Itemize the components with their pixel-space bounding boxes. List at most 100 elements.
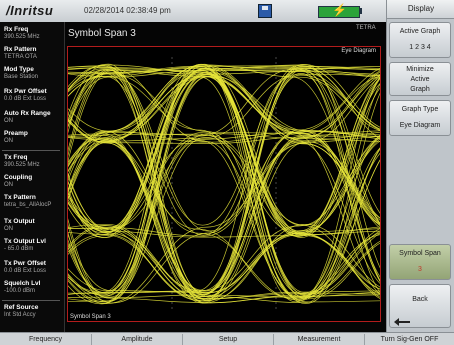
eye-trace [68,138,380,299]
active-graph-value: 1 2 3 4 [409,44,431,51]
param-value: 390.525 MHz [4,162,40,168]
symbol-span-label: Symbol Span [399,250,441,257]
eye-diagram-traces [68,57,380,311]
param-value: TETRA OTA [4,54,37,60]
param-value: ON [4,182,13,188]
param-label: Coupling [4,174,33,181]
eye-trace [68,66,380,232]
eye-trace [68,69,380,232]
active-graph-softkey[interactable]: Active Graph 1 2 3 4 [389,22,451,58]
eye-trace [68,75,380,201]
param-tx-output: Tx Output ON [4,218,64,233]
param-tx-pwr-offset: Tx Pwr Offset 0.0 dB Ext Loss [4,260,64,275]
param-value: -100.0 dBm [4,288,36,294]
param-label: Tx Freq [4,154,28,161]
brand-logo: /Inritsu [6,3,54,18]
eye-trace [68,142,380,237]
eye-trace [68,72,380,295]
eye-trace [68,76,380,299]
param-value: Base Station [4,74,39,80]
param-value: Int Std Accy [4,312,36,318]
back-arrow-icon [394,318,410,326]
eye-trace [68,65,380,300]
symbol-span-softkey[interactable]: Symbol Span 3 [389,244,451,280]
standard-label: TETRA [356,25,376,31]
minimize-line1: Minimize [406,66,434,73]
eye-trace [68,68,380,255]
param-squelch-lvl: Squelch Lvl -100.0 dBm [4,280,64,295]
eye-trace [68,66,380,236]
eye-trace [68,139,380,298]
param-label: Rx Freq [4,26,29,33]
param-value: tetra_bs_AllAlocP [4,202,52,208]
eye-trace [68,73,380,304]
eye-trace [68,132,380,294]
frequency-button[interactable]: Frequency [28,336,63,343]
back-softkey[interactable]: Back [389,284,451,328]
eye-trace [68,140,380,302]
plot-footer-label: Symbol Span 3 [70,314,111,320]
menu-title: Display [387,0,454,19]
param-label: Squelch Lvl [4,280,41,287]
measurement-button[interactable]: Measurement [273,334,364,345]
eye-trace [68,75,380,299]
turn-sig-gen-off-button[interactable]: Turn Sig-Gen OFF [364,334,454,345]
eye-trace [68,74,380,192]
param-tx-output-lvl: Tx Output Lvl - 65.0 dBm [4,238,64,253]
param-label: Tx Pwr Offset [4,260,46,267]
eye-trace [68,63,380,300]
param-separator [2,300,60,301]
eye-trace [68,76,380,295]
graph-type-softkey[interactable]: Graph Type Eye Diagram [389,100,451,136]
graph-type-value: Eye Diagram [399,122,441,129]
eye-trace [68,63,380,301]
eye-trace [68,68,380,294]
eye-trace [68,64,380,182]
datetime: 02/28/2014 02:38:49 pm [84,6,171,15]
eye-trace [68,119,380,294]
param-label: Tx Pattern [4,194,36,201]
eye-trace [68,73,380,303]
eye-trace [68,70,380,304]
param-label: Tx Output [4,218,35,225]
param-value: 390.525 MHz [4,34,40,40]
param-label: Auto Rx Range [4,110,51,117]
eye-trace [68,69,380,293]
main-screen: Rx Freq 390.525 MHz Rx Pattern TETRA OTA Mod… [0,22,386,332]
eye-trace [68,67,380,237]
eye-trace [68,113,380,298]
eye-trace [68,142,380,304]
parameter-panel: Rx Freq 390.525 MHz Rx Pattern TETRA OTA Mod… [0,22,65,332]
amplitude-button[interactable]: Amplitude [91,334,182,345]
status-bar: /Inritsu 02/28/2014 02:38:49 pm ⚡ [0,0,386,23]
minimize-active-graph-softkey[interactable]: Minimize Active Graph [389,62,451,96]
eye-trace [68,87,380,226]
softkey-menu: Display Active Graph 1 2 3 4 Minimize Ac… [386,0,454,332]
save-icon[interactable] [258,4,272,18]
eye-trace [68,135,380,291]
eye-trace [68,136,380,304]
eye-trace [68,71,380,298]
eye-trace [68,76,380,297]
graph-title: Symbol Span 3 [68,28,136,39]
param-tx-freq: Tx Freq 390.525 MHz [4,154,64,169]
param-label: Preamp [4,130,28,137]
bottom-menu-bar: Frequency Amplitude Setup Measurement Tu… [0,332,454,345]
eye-trace [68,76,380,297]
eye-trace [68,67,380,236]
eye-trace [68,133,380,235]
eye-trace [68,64,380,165]
param-rx-pwr-offset: Rx Pwr Offset 0.0 dB Ext Loss [4,88,64,103]
param-label: Tx Output Lvl [4,238,46,245]
eye-trace [68,64,380,300]
setup-button[interactable]: Setup [182,334,273,345]
param-rx-pattern: Rx Pattern TETRA OTA [4,46,64,61]
param-mod-type: Mod Type Base Station [4,66,64,81]
eye-diagram-plot: Eye Diagram Symbol Span 3 [67,46,381,322]
eye-trace [68,67,380,303]
param-ref-source: Ref Source Int Std Accy [4,304,64,319]
param-label: Ref Source [4,304,39,311]
symbol-span-value: 3 [418,266,422,273]
eye-trace [68,76,380,298]
param-separator [2,150,60,151]
